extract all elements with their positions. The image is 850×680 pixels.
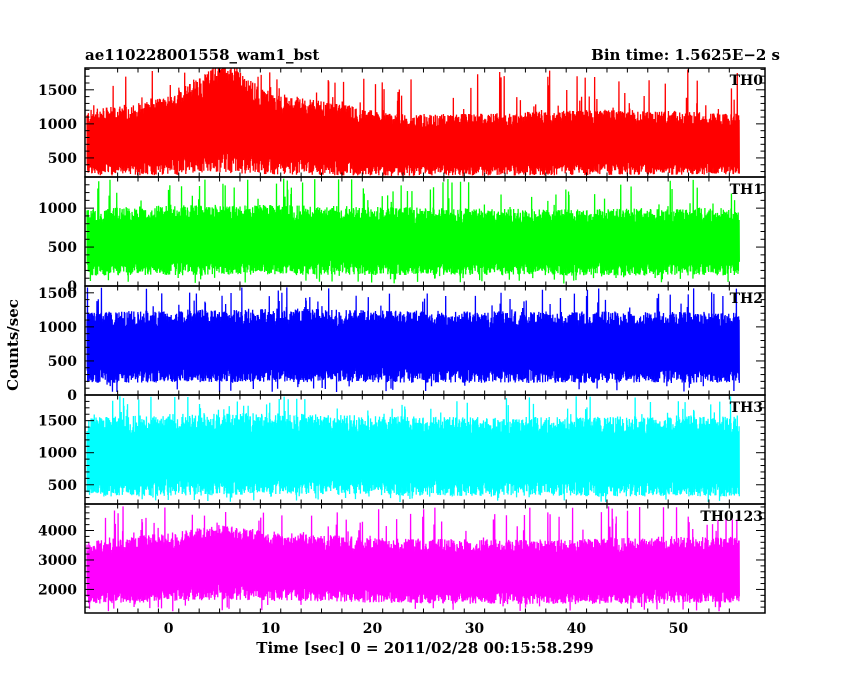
- panel-label-th0123: TH0123: [700, 509, 763, 525]
- panel-label-th1: TH1: [730, 182, 763, 198]
- series-line-th3: [86, 396, 740, 502]
- y-tick-label: 1500: [38, 83, 77, 99]
- panel-label-th0: TH0: [730, 73, 764, 89]
- x-tick-label: 20: [363, 621, 383, 637]
- x-axis-label: Time [sec] 0 = 2011/02/28 00:15:58.299: [256, 639, 593, 657]
- x-tick-label: 50: [669, 621, 689, 637]
- y-tick-label: 500: [48, 478, 77, 494]
- y-tick-label: 500: [48, 240, 77, 256]
- panel-frame: [84, 503, 766, 614]
- y-tick-label: 1000: [38, 446, 77, 462]
- panel-label-th2: TH2: [730, 291, 763, 307]
- series-line-th2: [86, 287, 740, 393]
- y-tick-label: 1000: [38, 117, 77, 133]
- panel-th1: 0 500 1000 TH1: [38, 176, 766, 295]
- plot-title-right: Bin time: 1.5625E−2 s: [591, 46, 780, 64]
- series-line-th0123: [86, 506, 740, 612]
- y-tick-label: 2000: [38, 582, 77, 598]
- panel-th0123: 2000 3000 4000 TH0123: [38, 503, 766, 614]
- y-tick-label: 500: [48, 151, 77, 167]
- y-tick-label: 1500: [38, 414, 77, 430]
- x-tick-label: 40: [567, 621, 587, 637]
- y-tick-label: 1000: [38, 201, 77, 217]
- y-tick-label: 3000: [38, 553, 77, 569]
- panel-label-th3: TH3: [730, 400, 763, 416]
- x-tick-label: 0: [164, 621, 174, 637]
- panel-th2: 0 500 1000 1500 TH2: [38, 285, 766, 404]
- y-tick-label: 0: [67, 388, 77, 404]
- panel-th3: 500 1000 1500 TH3: [38, 394, 766, 505]
- plot-title-left: ae110228001558_wam1_bst: [85, 46, 319, 64]
- series-line-th1: [86, 178, 740, 284]
- y-tick-label: 500: [48, 354, 77, 370]
- x-tick-label: 30: [465, 621, 485, 637]
- panel-th0: 500 1000 1500 TH0: [38, 67, 766, 178]
- y-tick-label: 1000: [38, 320, 77, 336]
- y-tick-label: 4000: [38, 524, 77, 540]
- y-axis-label: Counts/sec: [4, 299, 22, 391]
- y-tick-label: 0: [67, 279, 77, 295]
- series-line-th0: [86, 68, 740, 176]
- y-tick-label: 1500: [38, 286, 77, 302]
- x-tick-label: 10: [261, 621, 281, 637]
